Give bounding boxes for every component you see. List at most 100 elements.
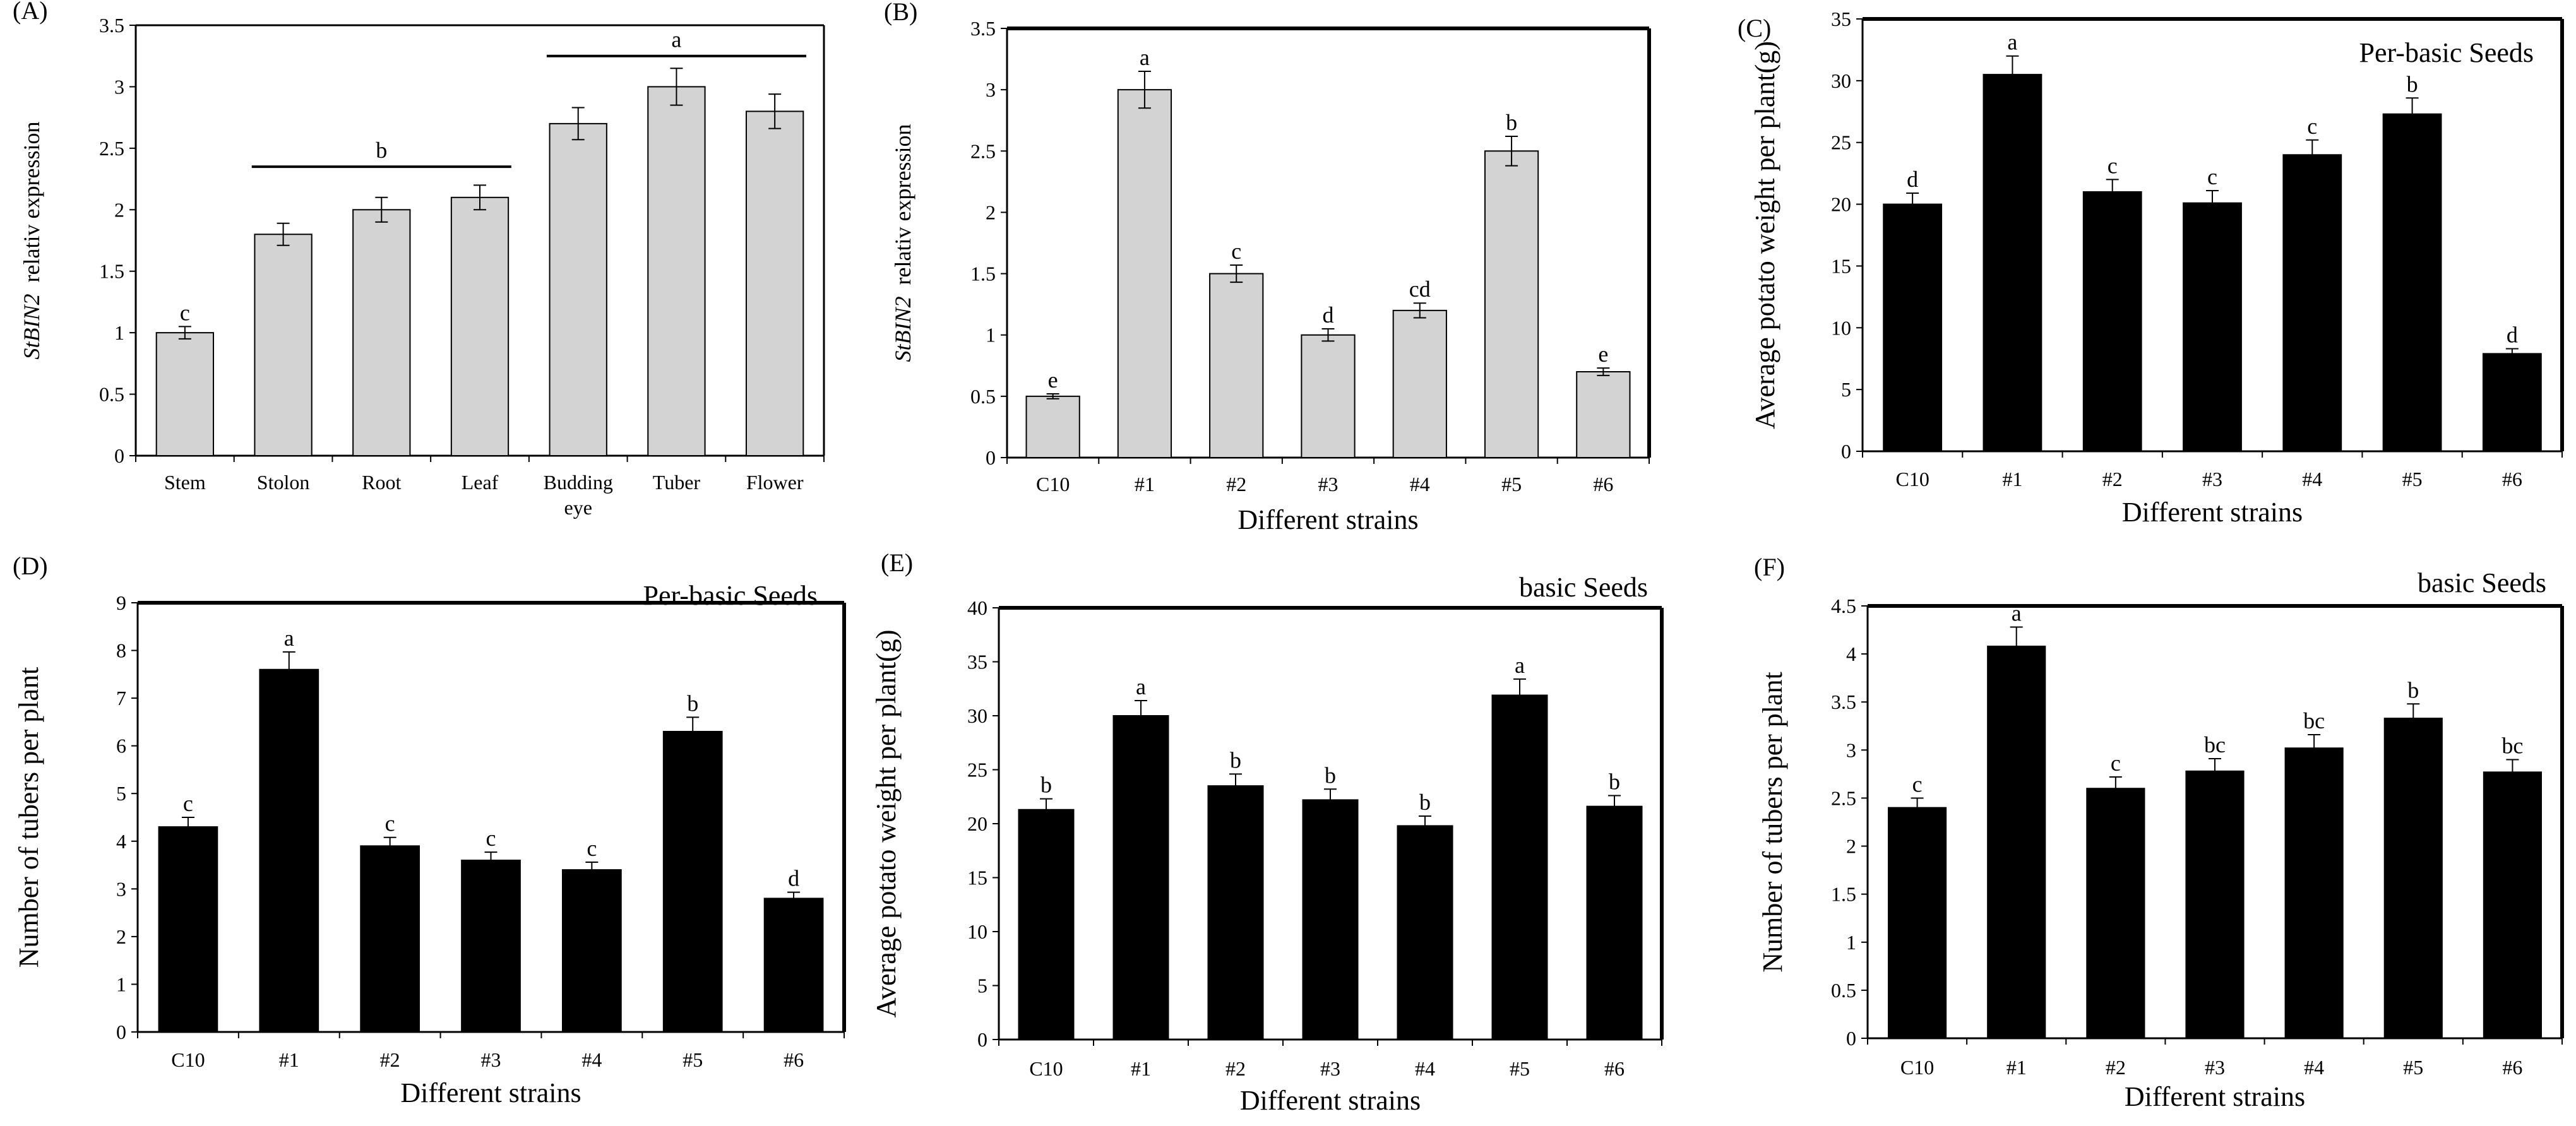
category-label: #5 [1501,473,1522,495]
bar [1491,694,1548,1040]
y-tick-label: 3 [114,75,124,98]
y-tick-label: 2 [116,925,126,948]
significance-letter: b [1419,790,1431,815]
bar [2082,191,2142,452]
y-tick-label: 1 [116,973,126,995]
y-tick-label: 10 [967,920,987,943]
y-tick-label: 2.5 [970,139,996,162]
bar [1987,645,2046,1039]
y-tick-label: 10 [1831,316,1851,339]
significance-letter: c [183,791,193,816]
y-tick-label: 0 [114,444,124,467]
group-bracket-label: b [376,138,387,163]
category-label: #6 [784,1048,804,1071]
y-tick-label: 0 [977,1028,987,1051]
panel-letter: (B) [884,0,917,26]
category-label: #2 [380,1048,400,1071]
y-tick-label: 6 [116,735,126,757]
bar [561,869,622,1033]
significance-letter: d [1323,302,1334,328]
bar [2284,747,2344,1040]
significance-letter: a [1136,674,1146,699]
y-tick-label: 40 [967,596,987,619]
y-axis-title-rest: relativ expression [19,122,44,294]
y-tick-label: 1 [114,321,124,344]
significance-letter: c [2111,750,2121,776]
significance-letter: d [2507,323,2518,348]
y-tick-label: 30 [967,704,987,727]
y-axis-title-gene: StBIN2 [19,293,44,359]
significance-letter: c [2207,164,2217,189]
category-label: C10 [1029,1057,1063,1080]
y-tick-label: 9 [116,591,126,614]
y-tick-label: 3 [1846,738,1856,761]
y-tick-label: 1 [986,324,996,347]
bar [158,826,218,1033]
bar [2183,202,2242,452]
panel-d: (D) 0 1 2 3 4 5 6 7 8 9 c C10 a #1 c #2 c #3 c #4 b #5 d #6 Diffe… [13,552,846,1108]
y-tick-label: 1.5 [970,263,996,285]
panel-a: (A) 0 0.5 1 1.5 2 2.5 3 3.5 c Stem Stolon Root Leaf Bu… [13,0,825,519]
category-label: C10 [1036,473,1070,495]
bar [647,86,706,456]
category-label: #4 [2304,1056,2324,1079]
significance-letter: e [1048,367,1058,393]
y-tick-label: 2.5 [1831,786,1856,809]
y-tick-label: 35 [967,651,987,673]
y-tick-label: 0 [1846,1027,1856,1050]
panel-b: (B) 0 0.5 1 1.5 2 2.5 3 3.5 e C10 a #1 c #2 d #3 cd #4 b #5 e… [884,0,1651,535]
bar [1484,150,1539,459]
category-label: #6 [2502,468,2522,490]
significance-letter: a [2007,30,2017,55]
bar [1397,825,1453,1041]
significance-letter: b [1230,747,1241,773]
bar [1883,203,1943,452]
y-tick-label: 0.5 [970,385,996,408]
category-label: #4 [1415,1057,1435,1080]
x-axis-title: Different strains [1240,1085,1421,1116]
category-label: #1 [279,1048,299,1071]
category-label: #1 [2002,468,2022,490]
significance-letter: b [2407,677,2419,702]
y-tick-label: 3.5 [970,17,996,40]
category-label: C10 [1895,468,1929,490]
bar [2382,113,2442,452]
category-label: #2 [1226,473,1246,495]
x-axis-title: Different strains [2125,1081,2305,1112]
y-tick-label: 20 [1831,193,1851,216]
y-tick-label: 7 [116,687,126,709]
significance-letter: b [2407,71,2418,97]
y-tick-label: 20 [967,812,987,835]
panel-letter: (A) [13,0,48,25]
category-label: #3 [2205,1056,2225,1079]
category-label: Tuber [653,471,701,494]
significance-letter: b [687,690,698,716]
bar [662,731,723,1033]
y-tick-label: 15 [967,867,987,889]
category-label: C10 [171,1048,205,1071]
seed-type-label: Per-basic Seeds [2359,37,2534,68]
category-label: Budding [544,471,613,494]
y-tick-label: 3 [986,78,996,101]
significance-letter: b [1325,762,1336,788]
y-tick-label: 1 [1846,931,1856,954]
y-axis-title-rest: relativ expression [890,124,915,297]
y-tick-label: 30 [1831,69,1851,92]
significance-letter: a [284,625,294,651]
category-label: Root [362,471,401,494]
significance-letter: c [2307,114,2317,139]
bar [461,860,521,1033]
category-label: #3 [1320,1057,1340,1080]
y-tick-label: 4.5 [1831,595,1856,617]
y-axis-title-gene: StBIN2 [890,296,915,362]
category-label: #1 [1131,1057,1151,1080]
y-tick-label: 3.5 [1831,690,1856,713]
y-axis-title: StBIN2 relativ expression [19,122,44,360]
x-axis-title: Different strains [400,1077,581,1108]
bar [155,332,215,457]
bar [2383,718,2443,1039]
bar [2482,353,2542,453]
category-label: #6 [1593,473,1613,495]
significance-letter: c [1912,771,1923,797]
significance-letter: c [180,300,190,325]
